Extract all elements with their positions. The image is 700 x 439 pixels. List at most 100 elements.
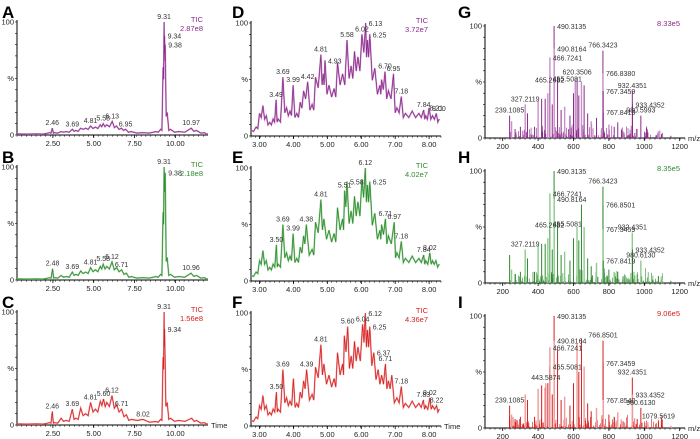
peak-label: 9.31 — [157, 159, 171, 166]
peak-label: 4.81 — [84, 118, 98, 125]
peak-label: 490.8164 — [557, 339, 586, 346]
peak-label: 465.5081 — [553, 364, 582, 371]
peak-label: 466.7241 — [553, 191, 582, 198]
peak-label: 6.12 — [359, 160, 373, 167]
peak-label: 6.12 — [368, 311, 382, 318]
trace-line — [250, 167, 440, 277]
intensity-label: 2.18e8 — [180, 169, 203, 178]
panel-letter: D — [232, 3, 244, 22]
peak-label: 7.84 — [417, 247, 431, 254]
x-tick-label: 7.50 — [127, 284, 142, 293]
peak-label: 933.4352 — [636, 102, 665, 109]
x-tick-label: 4.00 — [286, 430, 301, 439]
intensity-label: 4.36e7 — [405, 315, 428, 324]
x-tick-label: 5.00 — [320, 430, 335, 439]
peak-label: 767.8540 — [606, 398, 635, 405]
y-tick-label: 0 — [244, 277, 248, 286]
peak-label: 3.69 — [66, 401, 80, 408]
y-axis-label: % — [241, 365, 248, 374]
x-tick-label: 1200 — [671, 142, 688, 151]
x-axis-label: m/z — [688, 279, 700, 288]
y-tick-label: 100 — [235, 19, 248, 28]
peak-label: 3.69 — [276, 362, 290, 369]
peak-label: 9.31 — [157, 14, 171, 21]
peak-label: 6.04 — [356, 316, 370, 323]
peak-label: 980.6130 — [626, 400, 655, 407]
x-tick-label: 2.50 — [46, 139, 61, 148]
peak-label: 6.71 — [115, 262, 129, 269]
x-tick-label: 7.50 — [127, 429, 142, 438]
peak-label: 465.5081 — [553, 222, 582, 229]
peak-label: 4.39 — [300, 362, 314, 369]
x-tick-label: 3.00 — [252, 140, 267, 149]
peak-label: 10.97 — [182, 120, 200, 127]
x-tick-label: 6.00 — [354, 430, 369, 439]
x-tick-label: 5.00 — [320, 140, 335, 149]
trace-line — [250, 22, 440, 132]
trace-title: TIC — [416, 306, 429, 315]
intensity-label: 2.87e8 — [180, 24, 203, 33]
y-tick-label: 0 — [10, 421, 14, 430]
peak-label: 8.21 — [429, 105, 443, 112]
y-axis-label: % — [241, 75, 248, 84]
peak-label: 5.51 — [338, 183, 352, 190]
x-tick-label: 400 — [532, 287, 545, 296]
y-tick-label: 100 — [1, 18, 14, 27]
x-tick-label: 800 — [603, 432, 616, 439]
peak-label: 767.3459 — [606, 89, 635, 96]
y-tick-label: 0 — [10, 276, 14, 285]
x-tick-label: 400 — [532, 432, 545, 439]
peak-label: 8.02 — [136, 411, 150, 418]
x-tick-label: 10.00 — [166, 284, 185, 293]
peak-label: 5.58 — [350, 180, 364, 187]
peak-label: 4.93 — [328, 58, 342, 65]
peak-label: 443.5874 — [531, 375, 560, 382]
x-axis-label: Time — [444, 422, 460, 431]
peak-label: 766.8501 — [606, 203, 635, 210]
peak-label: 4.38 — [299, 217, 313, 224]
y-axis-label: % — [7, 74, 14, 83]
x-tick-label: 5.00 — [86, 284, 101, 293]
x-tick-label: 7.00 — [388, 140, 403, 149]
peak-label: 9.31 — [157, 304, 171, 311]
x-tick-label: 600 — [567, 432, 580, 439]
x-tick-label: 3.00 — [252, 430, 267, 439]
peak-label: 6.25 — [373, 325, 387, 332]
peak-label: 4.81 — [314, 337, 328, 344]
peak-label: 9.38 — [168, 171, 182, 178]
x-tick-label: 600 — [567, 142, 580, 151]
peak-label: 6.12 — [105, 254, 119, 261]
peak-label: 239.1085 — [495, 108, 524, 115]
x-tick-label: 2.50 — [46, 429, 61, 438]
peak-label: 3.99 — [286, 77, 300, 84]
y-tick-label: 100 — [469, 312, 482, 321]
peak-label: 490.8164 — [557, 197, 586, 204]
y-axis-label: % — [475, 368, 482, 377]
peak-label: 3.50 — [270, 237, 284, 244]
peak-label: 6.71 — [115, 401, 129, 408]
peak-label: 3.69 — [276, 69, 290, 76]
panel-letter: B — [2, 148, 14, 167]
x-axis-label: Time — [211, 421, 227, 430]
y-tick-label: 0 — [10, 131, 14, 140]
peak-label: 766.3423 — [588, 179, 617, 186]
x-tick-label: 7.00 — [388, 430, 403, 439]
panel-letter: G — [458, 3, 471, 22]
peak-label: 8.00 — [432, 106, 446, 113]
peak-label: 6.95 — [387, 66, 401, 73]
peak-label: 933.4352 — [636, 392, 665, 399]
x-tick-label: 8.00 — [422, 140, 437, 149]
peak-label: 9.34 — [168, 327, 182, 334]
peak-label: 1079.5619 — [642, 413, 675, 420]
peak-label: 3.99 — [286, 226, 300, 233]
peak-label: 4.81 — [84, 394, 98, 401]
trace-title: TIC — [416, 161, 429, 170]
peak-label: 932.4351 — [618, 225, 647, 232]
peak-label: 766.3423 — [588, 43, 617, 50]
x-tick-label: 5.00 — [86, 429, 101, 438]
